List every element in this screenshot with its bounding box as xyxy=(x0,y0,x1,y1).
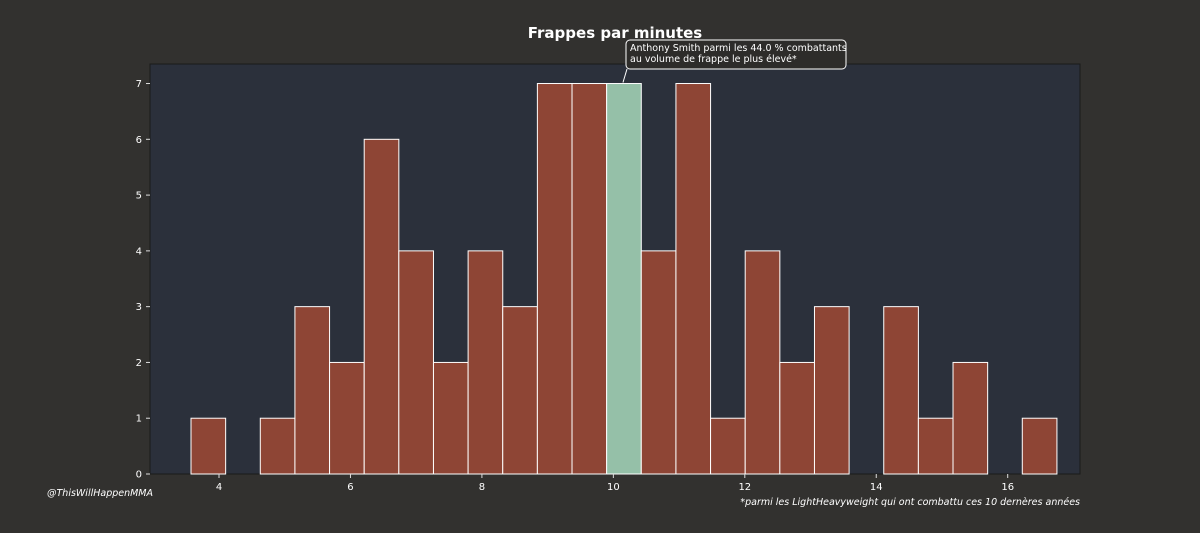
bar xyxy=(363,138,400,475)
bar xyxy=(779,361,815,475)
y-tick-label: 2 xyxy=(136,358,142,369)
x-tick-label: 10 xyxy=(607,482,620,493)
x-tick-label: 14 xyxy=(870,482,883,493)
annotation: Anthony Smith parmi les 44.0 % combattan… xyxy=(622,39,847,83)
bar xyxy=(432,361,469,475)
bar xyxy=(883,306,919,475)
annotation-arrow xyxy=(622,68,628,83)
footnote-text: *parmi les LightHeavyweight qui ont comb… xyxy=(740,497,1080,508)
bar xyxy=(190,417,227,475)
y-tick-label: 4 xyxy=(136,246,142,257)
x-tick-label: 4 xyxy=(216,482,222,493)
bar xyxy=(1021,417,1058,475)
x-tick-label: 12 xyxy=(738,482,751,493)
bar xyxy=(329,361,365,475)
bar xyxy=(813,306,850,475)
credit-text: @ThisWillHappenMMA xyxy=(47,488,153,499)
bar xyxy=(917,417,954,475)
bar xyxy=(710,417,746,475)
bar xyxy=(571,83,608,475)
y-tick-label: 3 xyxy=(136,302,142,313)
y-tick-label: 7 xyxy=(136,79,142,90)
chart-title: Frappes par minutes xyxy=(528,24,703,42)
bar xyxy=(952,361,989,475)
y-tick-label: 0 xyxy=(136,470,142,481)
bar xyxy=(259,417,296,475)
bar xyxy=(502,306,538,475)
annotation-text-line1: Anthony Smith parmi les 44.0 % combattan… xyxy=(630,43,847,54)
highlight-bar xyxy=(606,83,642,475)
bar xyxy=(398,250,434,475)
bar xyxy=(467,250,504,475)
bars-layer xyxy=(190,83,1058,475)
bar xyxy=(675,83,712,475)
bar xyxy=(744,250,781,475)
annotation-text-line2: au volume de frappe le plus élevé* xyxy=(630,54,797,65)
bar xyxy=(294,306,331,475)
y-tick-label: 6 xyxy=(136,135,142,146)
annotation-box xyxy=(625,39,847,70)
y-tick-label: 5 xyxy=(136,191,142,202)
x-tick-label: 16 xyxy=(1001,482,1014,493)
bar xyxy=(640,250,677,475)
x-tick-label: 6 xyxy=(347,482,353,493)
x-tick-label: 8 xyxy=(479,482,485,493)
bar xyxy=(536,83,573,475)
y-tick-label: 1 xyxy=(136,414,142,425)
